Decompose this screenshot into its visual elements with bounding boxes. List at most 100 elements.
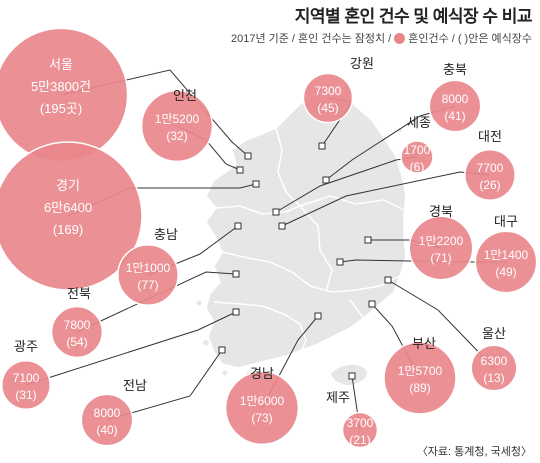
marriage-count-daegu: 1만1400 <box>484 248 529 262</box>
venue-count-gwangju: (31) <box>15 388 36 402</box>
bubble-circle-jeonbuk <box>50 305 104 359</box>
location-marker-jeonnam <box>218 346 226 354</box>
page-title: 지역별 혼인 건수 및 예식장 수 비교 <box>294 7 533 26</box>
location-marker-jeonbuk <box>232 270 240 278</box>
location-marker-sejong <box>272 208 280 216</box>
region-name-gyeonggi: 경기 <box>56 178 80 193</box>
venue-count-gyeongbuk: (71) <box>430 251 451 265</box>
venue-count-gyeonggi: (169) <box>53 222 83 237</box>
bubbles: 5만3800건 (195곳) 서울 1만5200 (32) 인천 6만6400 (169) 경기… <box>0 27 538 449</box>
region-name-seoul: 서울 <box>49 57 73 72</box>
region-name-incheon: 인천 <box>173 88 197 103</box>
venue-count-gyeongnam: (73) <box>251 411 272 425</box>
marriage-count-ulsan: 6300 <box>481 354 508 368</box>
region-name-chungnam: 충남 <box>154 227 178 242</box>
bubble-jeonnam: 8000 (40) 전남 <box>80 378 147 447</box>
region-name-busan: 부산 <box>412 336 436 351</box>
location-marker-gyeongbuk <box>364 236 372 244</box>
boundary-gyeongnam-busan <box>349 299 365 319</box>
location-marker-jeju <box>348 372 356 380</box>
venue-count-incheon: (32) <box>166 129 187 143</box>
bubble-jeju: 3700 (21) 제주 <box>326 390 379 449</box>
region-name-gangwon: 강원 <box>350 56 374 71</box>
leader-line-ulsan <box>387 279 495 369</box>
region-name-ulsan: 울산 <box>482 326 506 341</box>
bubble-circle-chungnam <box>117 244 179 306</box>
marriage-count-jeonnam: 8000 <box>94 406 121 420</box>
location-marker-chungnam <box>234 222 242 230</box>
bubble-gyeonggi: 6만6400 (169) 경기 <box>0 141 143 291</box>
boundary-jeonbuk-jeonnam <box>213 301 301 325</box>
boundary-gyeonggi-gangwon <box>275 127 301 207</box>
bubble-circle-daejeon <box>464 149 516 201</box>
bubble-circle-gyeonggi <box>0 141 143 291</box>
marriage-count-daejeon: 7700 <box>477 161 504 175</box>
bubble-gyeongnam: 1만6000 (73) 경남 <box>224 366 300 446</box>
boundary-gyeonggi-chungnam <box>215 205 301 215</box>
marriage-count-seoul: 5만3800건 <box>31 79 91 94</box>
legend-dot-icon <box>394 32 406 44</box>
bubble-incheon: 1만5200 (32) 인천 <box>140 88 214 163</box>
venue-count-daejeon: (26) <box>479 178 500 192</box>
location-marker-seoul <box>244 152 252 160</box>
land-layer <box>196 91 407 387</box>
boundary-chungbuk-gyeongbuk <box>299 205 333 293</box>
bubble-circle-sejong <box>400 140 434 174</box>
marriage-count-gyeongbuk: 1만2200 <box>419 234 464 248</box>
bubble-circle-daegu <box>474 230 538 294</box>
venue-count-daegu: (49) <box>495 265 516 279</box>
region-name-chungbuk: 충북 <box>443 62 467 77</box>
marriage-count-chungbuk: 8000 <box>442 92 469 106</box>
bubble-daejeon: 7700 (26) 대전 <box>464 129 516 201</box>
bubble-jeonbuk: 7800 (54) 전북 <box>50 286 104 359</box>
bubble-circle-busan <box>383 341 457 415</box>
location-marker-daejeon <box>278 222 286 230</box>
marriage-count-chungnam: 1만1000 <box>126 261 171 275</box>
location-marker-ulsan <box>384 276 392 284</box>
bubble-circle-chungbuk <box>428 79 482 133</box>
marriage-count-gyeongnam: 1만6000 <box>240 394 285 408</box>
location-marker-busan <box>368 300 376 308</box>
region-name-gyeongnam: 경남 <box>250 366 274 381</box>
region-name-jeonbuk: 전북 <box>67 286 91 301</box>
location-marker-incheon <box>236 166 244 174</box>
boundary-jeonnam-gyeongnam <box>299 323 307 351</box>
bubble-circle-gwangju <box>1 360 51 410</box>
marriage-count-incheon: 1만5200 <box>155 112 200 126</box>
bubble-sejong: 1700 (6) 세종 <box>400 115 434 174</box>
region-name-daegu: 대구 <box>494 214 518 229</box>
location-marker-daegu <box>336 258 344 266</box>
bubble-busan: 1만5700 (89) 부산 <box>383 336 457 415</box>
bubble-circle-incheon <box>140 89 214 163</box>
mainland-shape <box>205 91 407 369</box>
bubble-gyeongbuk: 1만2200 (71) 경북 <box>408 204 474 281</box>
marriage-count-jeonbuk: 7800 <box>64 318 91 332</box>
venue-count-sejong: (6) <box>410 160 425 174</box>
bubble-gwangju: 7100 (31) 광주 <box>1 339 51 410</box>
boundary-gangwon-north <box>299 195 405 211</box>
bubble-chungnam: 1만1000 (77) 충남 <box>117 227 179 306</box>
venue-count-seoul: (195곳) <box>40 101 82 116</box>
source-note: 〈자료: 통계청, 국세청〉 <box>416 446 532 458</box>
region-name-jeju: 제주 <box>326 390 350 405</box>
venue-count-chungnam: (77) <box>137 278 158 292</box>
location-marker-gyeongnam <box>314 312 322 320</box>
region-name-daejeon: 대전 <box>478 129 502 144</box>
marriage-count-gyeonggi: 6만6400 <box>44 200 92 215</box>
bubble-chungbuk: 8000 (41) 충북 <box>428 62 482 133</box>
location-dots <box>218 142 392 380</box>
bubble-seoul: 5만3800건 (195곳) 서울 <box>0 27 129 163</box>
venue-count-jeonbuk: (54) <box>66 335 87 349</box>
bubble-daegu: 1만1400 (49) 대구 <box>474 214 538 294</box>
region-name-gwangju: 광주 <box>14 339 38 354</box>
venue-count-gangwon: (45) <box>317 101 338 115</box>
location-marker-gyeonggi <box>252 180 260 188</box>
legend: 2017년 기준 / 혼인 건수는 잠정치 / 혼인건수 / ( )안은 예식장… <box>231 30 532 46</box>
marriage-count-gangwon: 7300 <box>315 84 342 98</box>
location-marker-gwangju <box>232 308 240 316</box>
venue-count-jeju: (21) <box>349 433 370 447</box>
marriage-count-busan: 1만5700 <box>398 364 443 378</box>
leader-line-jeonnam <box>106 349 223 421</box>
